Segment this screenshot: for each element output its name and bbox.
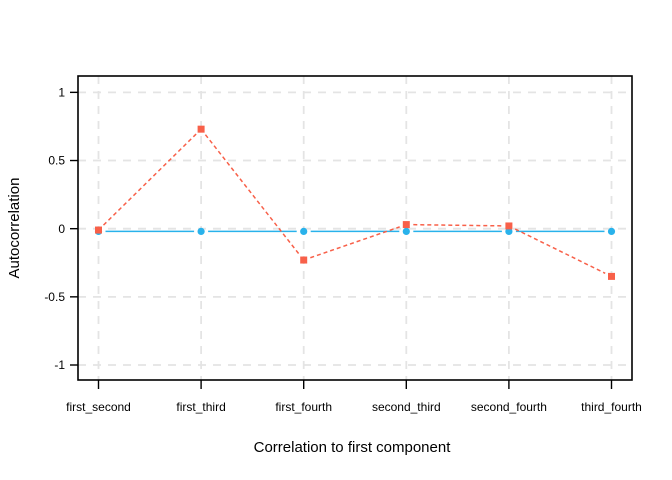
autocorrelation-red-segment (102, 133, 197, 226)
autocorrelation-blue-marker (505, 227, 513, 236)
autocorrelation-blue-marker (197, 227, 205, 236)
autocorrelation-red-segment (514, 228, 606, 274)
autocorrelation-blue-marker (300, 227, 308, 236)
autocorrelation-red-segment (204, 134, 300, 255)
x-tick-label: second_third (372, 400, 441, 414)
x-tick-label: first_third (176, 400, 225, 414)
y-tick-label: -0.5 (44, 290, 65, 304)
autocorrelation-red-marker (505, 222, 513, 230)
series-layer (94, 125, 616, 280)
y-axis-title: Autocorrelation (6, 178, 23, 279)
autocorrelation-red-marker (95, 226, 102, 234)
autocorrelation-red-segment (413, 223, 502, 227)
x-tick-label: second_fourth (471, 400, 547, 414)
autocorrelation-red-marker (402, 221, 410, 229)
autocorrelation-blue-marker (402, 227, 410, 236)
x-tick-label: first_second (66, 400, 131, 414)
autocorrelation-red-segment (310, 226, 400, 259)
x-tick-label: first_fourth (275, 400, 332, 414)
grid-layer (78, 76, 632, 380)
autocorrelation-red-marker (300, 256, 308, 264)
y-tick-label: 1 (58, 86, 65, 100)
y-tick-label: 0.5 (48, 154, 65, 168)
axis-layer: 1 0.5 0 -0.5 -1 first_second first_third first_… (44, 86, 642, 414)
autocorrelation-blue-marker (607, 227, 616, 236)
y-tick-label: 0 (58, 222, 65, 236)
x-tick-label: third_fourth (581, 400, 642, 414)
autocorrelation-red-marker (197, 125, 205, 133)
autocorrelation-red-marker (608, 272, 615, 280)
x-axis-title: Correlation to first component (254, 439, 452, 456)
y-tick-label: -1 (54, 358, 65, 372)
